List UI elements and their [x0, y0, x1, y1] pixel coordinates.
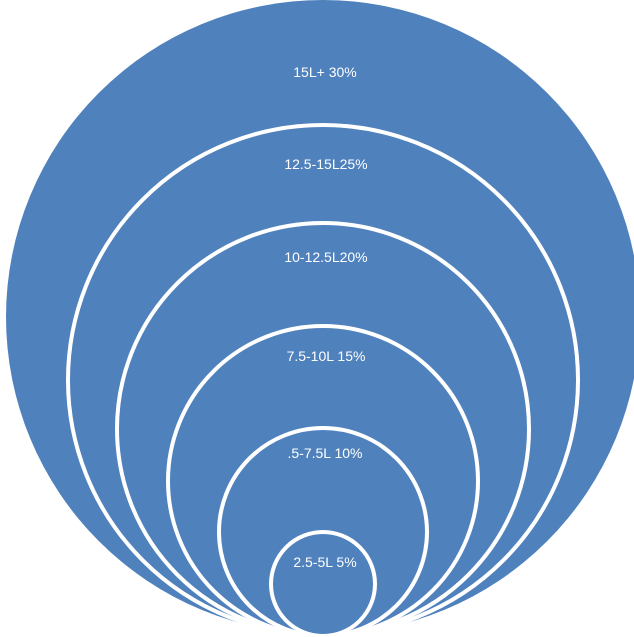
ring-label-4: 7.5-10L 15%: [287, 348, 366, 364]
ring-label-5: .5-7.5L 10%: [288, 445, 363, 461]
ring-label-6: 2.5-5L 5%: [293, 554, 356, 570]
ring-label-3: 10-12.5L20%: [284, 249, 367, 265]
ring-circle-6: [269, 530, 377, 637]
ring-label-2: 12.5-15L25%: [284, 156, 367, 172]
ring-label-1: 15L+ 30%: [293, 64, 356, 80]
